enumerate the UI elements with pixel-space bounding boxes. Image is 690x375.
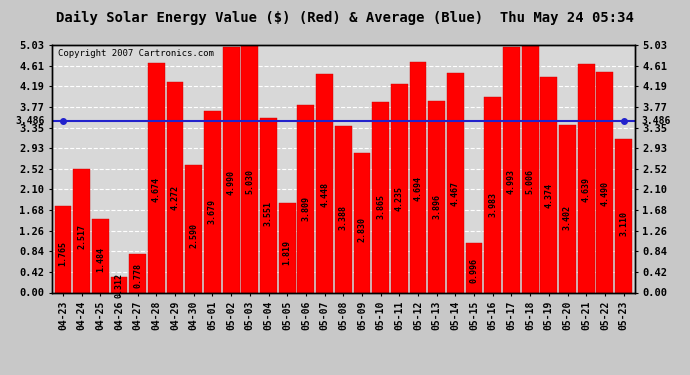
Text: 4.639: 4.639: [582, 177, 591, 202]
Bar: [92, 219, 109, 292]
Bar: [466, 243, 482, 292]
Text: 3.983: 3.983: [489, 192, 497, 217]
Text: 1.765: 1.765: [59, 241, 68, 266]
Text: 1.819: 1.819: [283, 240, 292, 265]
Bar: [260, 118, 277, 292]
Bar: [241, 45, 258, 292]
Bar: [522, 46, 539, 292]
Text: 4.490: 4.490: [600, 181, 609, 206]
Bar: [110, 277, 128, 292]
Bar: [596, 72, 613, 292]
Text: 5.030: 5.030: [246, 169, 255, 194]
Bar: [297, 105, 315, 292]
Text: 4.993: 4.993: [507, 170, 516, 195]
Text: 0.778: 0.778: [133, 263, 142, 288]
Bar: [55, 206, 71, 292]
Text: 4.272: 4.272: [170, 185, 179, 210]
Bar: [447, 73, 464, 292]
Bar: [484, 96, 501, 292]
Bar: [279, 203, 295, 292]
Text: 3.679: 3.679: [208, 198, 217, 223]
Text: 3.865: 3.865: [376, 194, 385, 219]
Bar: [559, 125, 576, 292]
Bar: [353, 153, 371, 292]
Text: 2.830: 2.830: [357, 217, 366, 242]
Text: 4.990: 4.990: [226, 170, 236, 195]
Text: 1.484: 1.484: [96, 247, 105, 272]
Text: 2.590: 2.590: [189, 223, 198, 248]
Text: 4.235: 4.235: [395, 186, 404, 211]
Text: 3.896: 3.896: [432, 194, 441, 219]
Text: 4.448: 4.448: [320, 182, 329, 207]
Text: 3.486: 3.486: [15, 116, 45, 126]
Bar: [391, 84, 408, 292]
Bar: [223, 47, 239, 292]
Bar: [186, 165, 202, 292]
Bar: [204, 111, 221, 292]
Bar: [503, 47, 520, 292]
Bar: [335, 126, 352, 292]
Bar: [316, 74, 333, 292]
Bar: [167, 82, 184, 292]
Bar: [148, 63, 165, 292]
Text: 3.551: 3.551: [264, 201, 273, 226]
Text: 4.674: 4.674: [152, 177, 161, 201]
Text: 3.809: 3.809: [302, 196, 310, 220]
Text: 3.110: 3.110: [619, 211, 628, 236]
Text: 0.996: 0.996: [470, 258, 479, 283]
Text: 4.374: 4.374: [544, 183, 553, 208]
Text: Daily Solar Energy Value ($) (Red) & Average (Blue)  Thu May 24 05:34: Daily Solar Energy Value ($) (Red) & Ave…: [56, 11, 634, 26]
Text: 3.402: 3.402: [563, 205, 572, 230]
Text: 0.312: 0.312: [115, 273, 124, 298]
Bar: [578, 64, 595, 292]
Text: 3.388: 3.388: [339, 205, 348, 230]
Bar: [615, 140, 632, 292]
Text: Copyright 2007 Cartronics.com: Copyright 2007 Cartronics.com: [57, 49, 213, 58]
Bar: [410, 62, 426, 292]
Text: 5.006: 5.006: [526, 169, 535, 194]
Text: 3.486: 3.486: [642, 116, 671, 126]
Text: 2.517: 2.517: [77, 224, 86, 249]
Text: 4.467: 4.467: [451, 181, 460, 206]
Text: 4.694: 4.694: [413, 176, 422, 201]
Bar: [372, 102, 389, 292]
Bar: [129, 254, 146, 292]
Bar: [540, 77, 558, 292]
Bar: [428, 101, 445, 292]
Bar: [73, 169, 90, 292]
